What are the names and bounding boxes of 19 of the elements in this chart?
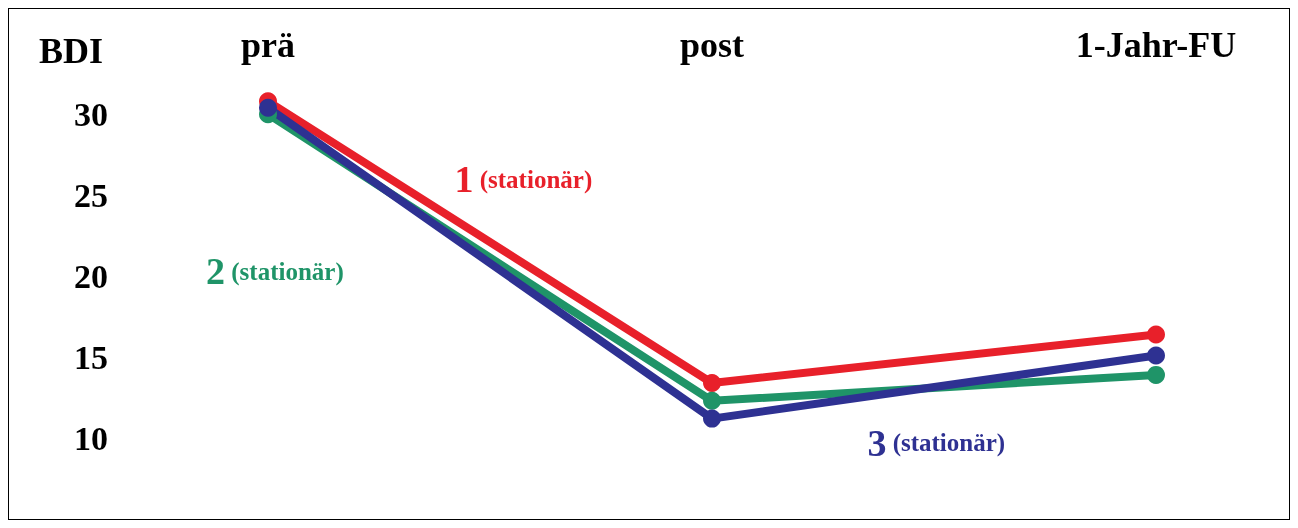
x-tick-label: prä bbox=[241, 25, 295, 65]
x-tick-label: post bbox=[679, 25, 745, 65]
y-tick-label: 30 bbox=[74, 95, 108, 133]
point bbox=[259, 98, 277, 117]
y-tick-label: 20 bbox=[74, 257, 108, 295]
point bbox=[1147, 325, 1165, 344]
series-label: 3 (stationär) bbox=[867, 421, 1006, 464]
y-tick-label: 15 bbox=[74, 338, 108, 376]
y-axis-title: BDI bbox=[39, 31, 104, 71]
point bbox=[703, 409, 721, 428]
series-label: 2 (stationär) bbox=[206, 250, 344, 293]
point bbox=[703, 374, 721, 392]
point bbox=[1147, 365, 1165, 384]
y-tick-label: 10 bbox=[74, 419, 108, 457]
y-tick-label: 25 bbox=[74, 176, 108, 214]
x-tick-label: 1-Jahr-FU bbox=[1075, 25, 1237, 65]
point bbox=[1147, 346, 1165, 365]
series-label: 1 (stationär) bbox=[454, 158, 593, 200]
point bbox=[703, 391, 721, 410]
